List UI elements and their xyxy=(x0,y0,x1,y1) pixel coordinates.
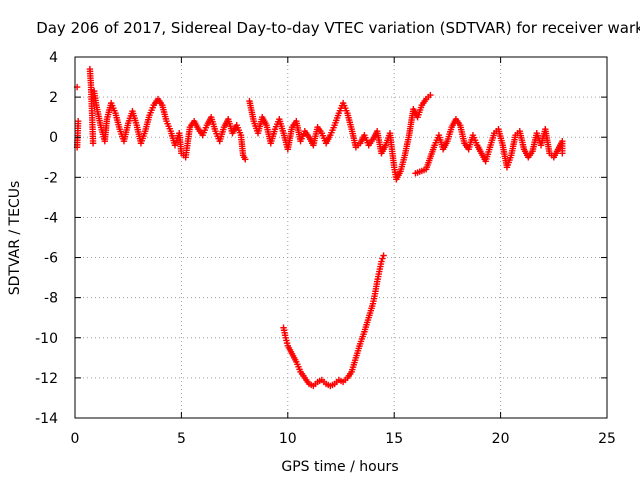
plot-frame xyxy=(74,56,608,419)
x-tick-labels: 0 5 10 15 20 25 xyxy=(71,431,616,447)
data-point xyxy=(74,117,82,125)
y-tick-label: -6 xyxy=(44,251,58,267)
x-axis-label: GPS time / hours xyxy=(281,459,398,475)
y-tick-label: 0 xyxy=(49,130,58,146)
x-tick-label: 15 xyxy=(385,431,403,447)
y-tick-label: -8 xyxy=(44,291,58,307)
data-point xyxy=(242,156,249,163)
y-axis-label: SDTVAR / TECUs xyxy=(7,181,23,296)
x-tick-label: 10 xyxy=(279,431,297,447)
chart-title: Day 206 of 2017, Sidereal Day-to-day VTE… xyxy=(36,19,640,37)
y-tick-label: -2 xyxy=(44,170,58,186)
data-point xyxy=(379,255,386,262)
y-tick-label: 2 xyxy=(49,90,58,106)
x-tick-label: 20 xyxy=(492,431,510,447)
x-tick-label: 0 xyxy=(71,431,80,447)
data-point xyxy=(559,150,566,157)
y-tick-marks xyxy=(75,56,607,419)
x-tick-label: 5 xyxy=(177,431,186,447)
data-point xyxy=(427,91,434,99)
x-tick-label: 25 xyxy=(598,431,616,447)
grid-lines xyxy=(75,57,607,418)
y-tick-label: -12 xyxy=(35,371,58,387)
y-tick-label: 4 xyxy=(49,50,58,66)
data-point xyxy=(378,258,385,265)
data-points xyxy=(73,65,566,390)
data-point xyxy=(89,140,97,147)
y-tick-label: -4 xyxy=(44,210,58,226)
data-point xyxy=(380,252,387,259)
x-tick-marks xyxy=(74,57,608,418)
y-tick-labels: 4 2 0 -2 -4 -6 -8 -10 -12 -14 xyxy=(35,50,58,427)
y-tick-label: -14 xyxy=(35,411,58,427)
y-tick-label: -10 xyxy=(35,331,58,347)
